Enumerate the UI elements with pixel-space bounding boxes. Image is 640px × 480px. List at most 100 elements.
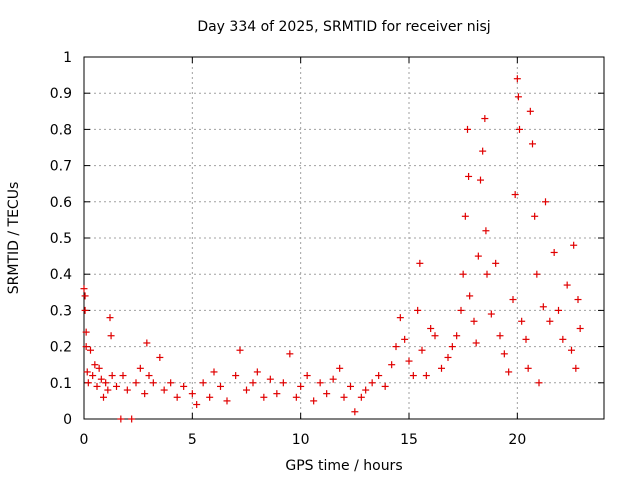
data-point [392,343,400,351]
data-points [80,75,584,423]
data-point [524,364,532,372]
data-point [481,115,489,123]
data-point [286,350,294,358]
data-point [249,379,257,387]
data-point [149,379,157,387]
data-point [418,346,426,354]
data-point [83,368,91,376]
data-point [438,364,445,372]
data-point [492,259,500,267]
x-tick-label: 15 [400,432,418,448]
data-point [236,346,244,354]
data-point [87,346,94,354]
data-point [465,172,473,180]
data-point [113,382,120,390]
data-point [529,140,536,148]
gridlines [84,57,604,419]
x-tick-label: 5 [188,432,197,448]
data-point [84,379,92,387]
data-point [303,372,311,380]
data-point [422,372,430,380]
data-point [108,372,116,380]
data-point [82,328,90,336]
y-tick-label: 0.8 [50,122,72,138]
y-tick-label: 0.9 [50,86,72,102]
data-point [466,292,474,300]
chart-title: Day 334 of 2025, SRMTID for receiver nis… [197,19,490,35]
data-point [141,390,149,398]
data-point [522,335,530,343]
data-point [533,270,541,278]
data-point [143,339,151,347]
data-point [160,386,168,394]
data-point [500,350,508,358]
data-point [95,364,103,372]
data-point [117,415,125,423]
x-tick-label: 10 [292,432,310,448]
data-point [336,364,344,372]
data-point [123,386,131,394]
y-tick-label: 0 [63,412,72,428]
data-point [362,386,370,394]
data-point [479,147,487,155]
data-point [409,372,417,380]
data-point [323,390,331,398]
data-point [477,176,484,184]
data-point [550,248,558,256]
data-point [516,125,523,133]
y-tick-label: 0.2 [50,340,72,356]
y-tick-label: 0.3 [50,303,72,319]
x-tick-label: 0 [80,432,89,448]
data-point [357,393,365,401]
data-point [388,361,396,369]
data-point [340,393,348,401]
data-point [136,364,144,372]
y-tick-label: 0.4 [50,267,72,283]
data-point [431,332,439,340]
data-point [570,241,578,249]
data-point [173,393,181,401]
axis-ticks: 00.10.20.30.40.50.60.70.80.910 5 10 15 20 [50,50,604,448]
data-point [81,306,89,314]
y-tick-label: 1 [63,50,72,66]
y-axis-label: SRMTID / TECUs [6,182,22,295]
data-point [119,372,127,380]
x-axis-label: GPS time / hours [285,458,402,474]
data-point [167,379,175,387]
data-point [107,332,115,340]
data-point [487,310,495,318]
data-point [188,390,196,398]
data-point [416,259,424,267]
data-point [381,382,389,390]
data-point [511,191,519,199]
data-point [266,375,274,383]
data-point [542,198,549,206]
data-point [223,397,231,405]
data-point [482,227,490,235]
data-point [106,314,114,322]
data-point [513,75,521,83]
y-tick-label: 0.6 [50,195,72,211]
data-point [559,335,567,343]
data-point [401,335,409,343]
data-point [505,368,513,376]
data-point [405,357,413,365]
data-point [474,252,482,260]
data-point [156,353,164,361]
data-point [375,372,383,380]
data-point [199,379,207,387]
data-point [576,325,584,332]
data-point [535,379,543,387]
data-point [292,393,300,401]
data-point [80,285,88,293]
data-point [89,372,97,380]
data-point [461,212,469,220]
data-point [546,317,554,325]
data-point [427,325,435,332]
data-point [444,353,452,361]
data-point [472,339,480,347]
data-point [396,314,404,322]
data-point [509,296,517,304]
data-point [243,386,250,394]
